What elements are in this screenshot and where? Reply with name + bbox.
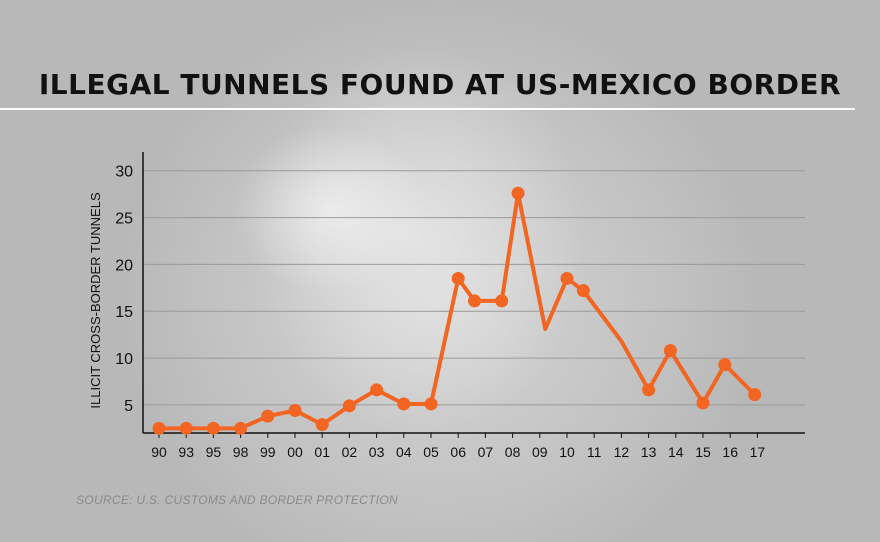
data-point-1 xyxy=(179,421,193,435)
x-tick-label-11: 11 xyxy=(587,444,602,460)
x-tick-label-99: 99 xyxy=(260,444,276,460)
x-tick-label-14: 14 xyxy=(668,444,684,460)
x-tick-label-09: 09 xyxy=(532,444,548,460)
y-tick-label-25: 25 xyxy=(115,211,133,228)
axes xyxy=(142,152,805,434)
y-tick-label-15: 15 xyxy=(115,304,133,321)
y-tick-label-30: 30 xyxy=(115,164,133,181)
x-tick-label-98: 98 xyxy=(233,444,249,460)
title-underline xyxy=(0,108,855,110)
x-tick-label-08: 08 xyxy=(505,444,521,460)
data-point-16 xyxy=(560,271,574,285)
data-point-4 xyxy=(261,409,275,423)
chart-title: ILLEGAL TUNNELS FOUND AT US-MEXICO BORDE… xyxy=(38,68,842,101)
data-point-22 xyxy=(718,358,732,372)
x-tick-label-06: 06 xyxy=(450,444,466,460)
x-tick-label-00: 00 xyxy=(287,444,303,460)
data-point-11 xyxy=(451,271,465,285)
data-point-14 xyxy=(511,186,525,200)
data-point-10 xyxy=(424,397,438,411)
x-tick-label-13: 13 xyxy=(641,444,657,460)
data-point-23 xyxy=(748,388,762,402)
data-point-21 xyxy=(696,396,710,410)
x-tick-labels: 90 93 95 98 99 00 01 02 03 04 05 06 07 08 09 10 11 12 13 14… xyxy=(151,433,765,460)
x-tick-label-17: 17 xyxy=(750,444,766,460)
y-tick-labels: 5 10 15 20 25 30 xyxy=(115,164,133,415)
y-axis-label: ILLICIT CROSS-BORDER TUNNELS xyxy=(88,192,103,409)
gridlines xyxy=(143,170,805,406)
data-point-9 xyxy=(397,397,411,411)
data-point-13 xyxy=(495,294,509,308)
x-tick-label-90: 90 xyxy=(151,444,167,460)
data-point-12 xyxy=(468,294,482,308)
data-point-2 xyxy=(206,421,220,435)
data-point-19 xyxy=(642,383,656,397)
x-tick-label-02: 02 xyxy=(342,444,358,460)
x-tick-label-03: 03 xyxy=(369,444,385,460)
data-point-6 xyxy=(315,418,329,432)
data-point-17 xyxy=(576,284,590,298)
data-point-3 xyxy=(234,421,248,435)
data-point-5 xyxy=(288,404,302,418)
data-point-20 xyxy=(663,344,677,358)
data-point-8 xyxy=(370,383,384,397)
x-tick-label-95: 95 xyxy=(206,444,222,460)
x-tick-label-16: 16 xyxy=(722,444,738,460)
x-tick-label-05: 05 xyxy=(423,444,439,460)
x-tick-label-15: 15 xyxy=(695,444,711,460)
x-tick-label-10: 10 xyxy=(559,444,575,460)
x-tick-label-01: 01 xyxy=(314,444,330,460)
y-tick-label-20: 20 xyxy=(115,257,133,274)
series-tunnels xyxy=(152,186,762,435)
source-note: SOURCE: U.S. CUSTOMS AND BORDER PROTECTI… xyxy=(76,493,398,507)
data-point-0 xyxy=(152,421,166,435)
x-tick-label-93: 93 xyxy=(178,444,194,460)
x-tick-label-07: 07 xyxy=(478,444,494,460)
data-point-7 xyxy=(342,399,356,413)
x-tick-label-04: 04 xyxy=(396,444,412,460)
x-tick-label-12: 12 xyxy=(614,444,630,460)
y-tick-label-10: 10 xyxy=(115,351,133,368)
y-tick-label-5: 5 xyxy=(124,398,133,415)
